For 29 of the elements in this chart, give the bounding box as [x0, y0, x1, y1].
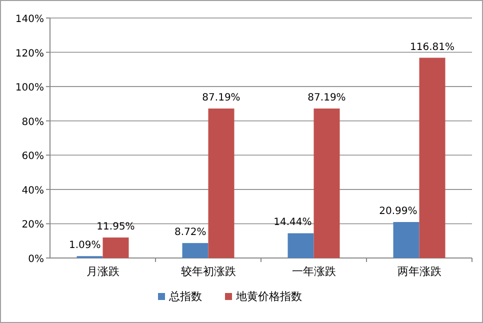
bar [208, 108, 234, 258]
data-label: 116.81% [410, 42, 454, 53]
x-tick-label: 两年涨跌 [397, 265, 442, 278]
y-tick-label: 40% [22, 185, 44, 196]
data-label: 11.95% [96, 222, 135, 233]
y-tick-label: 20% [22, 220, 44, 231]
y-tick-label: 0% [28, 254, 44, 265]
data-label: 8.72% [174, 227, 206, 238]
legend-label: 总指数 [168, 290, 202, 303]
data-label: 20.99% [379, 206, 418, 218]
bar [419, 58, 446, 258]
legend-label: 地黄价格指数 [235, 290, 302, 303]
data-label: 87.19% [202, 92, 240, 104]
y-tick-label: 60% [22, 151, 44, 162]
x-tick-label: 较年初涨跌 [180, 265, 236, 278]
x-tick-label: 月涨跌 [86, 265, 120, 278]
y-tick-label: 140% [15, 14, 44, 25]
x-tick-label: 一年涨跌 [292, 265, 336, 278]
y-tick-label: 80% [22, 116, 44, 128]
bar [288, 233, 314, 258]
bar [393, 222, 420, 258]
y-tick-label: 100% [15, 82, 44, 94]
data-label: 1.09% [68, 240, 101, 252]
y-tick-label: 120% [15, 48, 44, 60]
bar [182, 243, 208, 258]
bar [102, 238, 129, 258]
data-label: 14.44% [274, 217, 312, 228]
bar [314, 108, 340, 258]
data-label: 87.19% [308, 92, 346, 104]
